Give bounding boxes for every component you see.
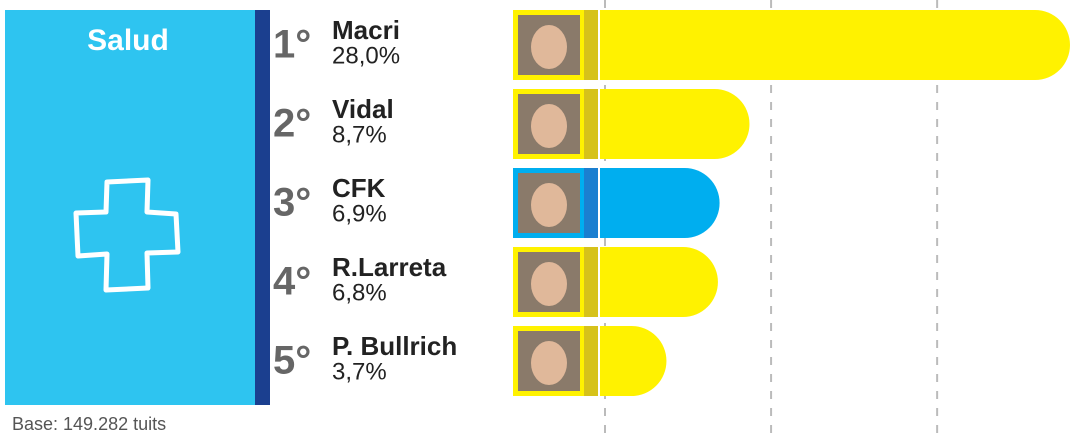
rank: 3° — [273, 181, 311, 225]
photo-strip — [584, 168, 598, 238]
bar — [600, 168, 720, 238]
chart: Salud Base: 149.282 tuits 1° Macri28,0% 2°… — [0, 0, 1070, 437]
rank: 4° — [273, 260, 311, 304]
photo-face — [531, 183, 567, 227]
photo-strip — [584, 247, 598, 317]
name: R.Larreta — [332, 252, 447, 282]
name: Vidal — [332, 94, 394, 124]
bar — [600, 326, 666, 396]
photo-face — [531, 341, 567, 385]
photo-face — [531, 25, 567, 69]
value-label: 28,0% — [332, 42, 400, 69]
rank: 1° — [273, 23, 311, 67]
panel-title: Salud — [87, 24, 169, 57]
rank: 5° — [273, 339, 311, 383]
bar — [600, 247, 718, 317]
photo-face — [531, 104, 567, 148]
photo-strip — [584, 10, 598, 80]
name: Macri — [332, 15, 400, 45]
name: CFK — [332, 173, 386, 203]
bar — [600, 10, 1070, 80]
name: P. Bullrich — [332, 331, 457, 361]
rank: 2° — [273, 102, 311, 146]
value-label: 6,9% — [332, 200, 387, 227]
photo-face — [531, 262, 567, 306]
photo-strip — [584, 89, 598, 159]
footnote: Base: 149.282 tuits — [12, 414, 166, 434]
panel — [5, 10, 255, 405]
photo-strip — [584, 326, 598, 396]
value-label: 8,7% — [332, 121, 387, 148]
value-label: 3,7% — [332, 358, 387, 385]
value-label: 6,8% — [332, 279, 387, 306]
panel-strip — [255, 10, 270, 405]
bar — [600, 89, 749, 159]
